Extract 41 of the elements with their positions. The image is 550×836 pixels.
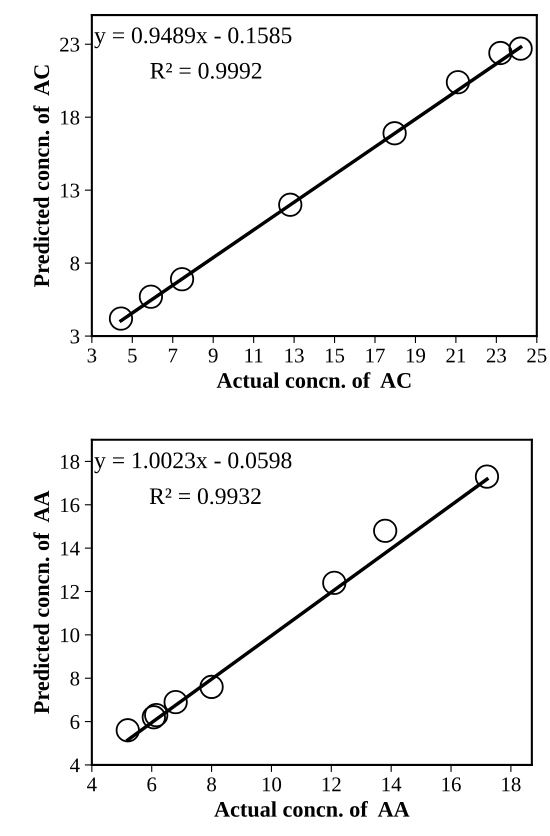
y-tick-label: 4 [70, 758, 80, 772]
x-tick-label: 3 [88, 348, 96, 363]
x-tick-label: 17 [366, 348, 385, 362]
x-tick-label: 9 [208, 348, 218, 363]
y-tick-label: 3 [70, 330, 80, 344]
x-tick-label: 14 [382, 777, 402, 792]
annotation: R² = 0.9932 [150, 488, 261, 504]
annotation: R² = 0.9992 [150, 62, 262, 79]
x-tick-label: 19 [406, 348, 426, 363]
x-axis-title: Actual concn. of AA [214, 800, 410, 817]
annotation: y = 0.9489x - 0.1585 [94, 27, 292, 48]
y-tick-label: 12 [61, 584, 79, 599]
x-tick-label: 15 [326, 348, 344, 363]
y-axis-title: Predicted concn. of AA [33, 490, 50, 714]
y-tick-label: 8 [70, 672, 80, 686]
x-tick-label: 16 [442, 777, 461, 792]
x-tick-label: 25 [527, 348, 546, 363]
y-tick-label: 18 [61, 454, 80, 469]
y-axis-title: Predicted concn. of AC [33, 65, 50, 288]
y-tick-label: 13 [61, 184, 80, 198]
y-tick-label: 23 [60, 38, 80, 52]
y-tick-label: 18 [61, 110, 80, 125]
x-tick-label: 21 [446, 348, 466, 362]
x-tick-label: 23 [486, 348, 506, 363]
y-tick-label: 14 [61, 542, 80, 556]
x-tick-label: 18 [502, 777, 521, 792]
annotation: y = 1.0023x - 0.0598 [94, 452, 292, 474]
x-tick-label: 13 [286, 348, 304, 363]
y-tick-label: 8 [70, 256, 80, 271]
x-tick-label: 6 [147, 777, 156, 792]
y-tick-label: 6 [70, 715, 80, 730]
y-tick-label: 10 [61, 628, 80, 642]
x-tick-label: 5 [128, 348, 137, 363]
x-tick-label: 12 [322, 777, 341, 792]
x-tick-label: 7 [168, 348, 178, 362]
x-tick-label: 8 [207, 777, 216, 792]
y-tick-label: 16 [61, 498, 80, 512]
x-tick-label: 4 [87, 777, 97, 792]
x-tick-label: 11 [245, 348, 262, 362]
x-axis-title: Actual concn. of AC [216, 372, 410, 388]
x-tick-label: 10 [262, 777, 282, 792]
